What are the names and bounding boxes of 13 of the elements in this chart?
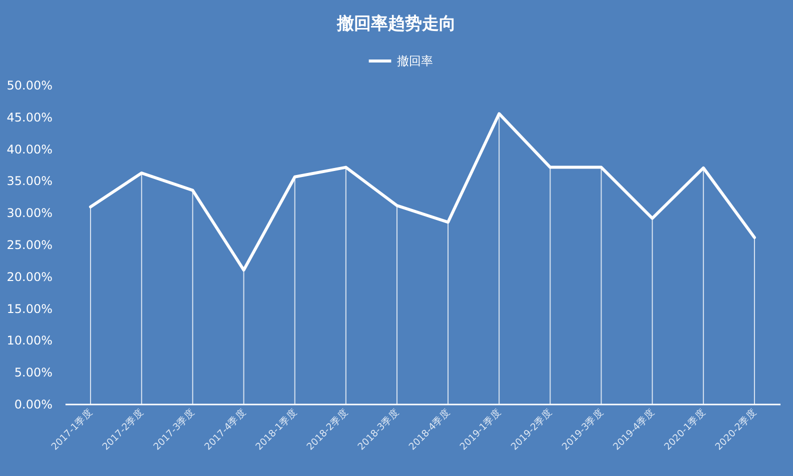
y-tick-label: 20.00% [6,270,52,284]
y-tick-label: 15.00% [6,302,52,316]
y-tick-label: 30.00% [6,206,52,220]
y-tick-label: 10.00% [6,334,52,348]
y-tick-label: 35.00% [6,174,52,188]
chart-title: 撤回率趋势走向 [336,14,456,34]
y-tick-label: 45.00% [6,110,52,124]
y-tick-label: 40.00% [6,142,52,156]
y-tick-label: 5.00% [14,366,52,380]
y-tick-label: 25.00% [6,238,52,252]
y-tick-label: 0.00% [14,398,52,412]
legend-label: 撤回率 [397,54,433,68]
y-tick-label: 50.00% [6,78,52,92]
